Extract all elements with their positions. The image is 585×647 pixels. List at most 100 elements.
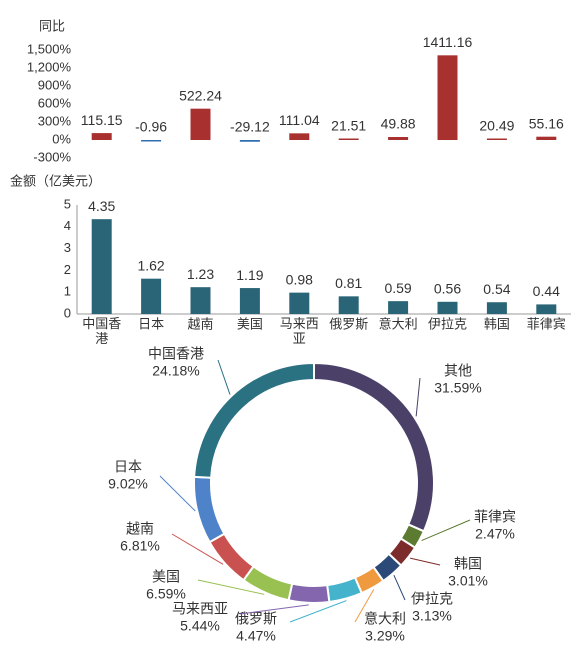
leader-line: [197, 579, 265, 595]
slice-label: 越南: [126, 521, 154, 537]
x-tick-label: 中国香港: [82, 316, 121, 346]
bar: [91, 133, 112, 140]
leader-line: [171, 533, 224, 565]
bar: [536, 304, 557, 314]
bar: [239, 288, 260, 314]
bar: [141, 278, 162, 314]
y-tick-label: 2: [64, 262, 71, 277]
bar: [486, 138, 507, 140]
y-tick-label: 300%: [38, 113, 72, 128]
y-tick-label: 1,500%: [27, 41, 72, 56]
bar: [437, 55, 458, 140]
slice-value-label: 4.47%: [236, 628, 276, 644]
slice-label: 意大利: [364, 611, 406, 627]
value-label: 0.98: [286, 271, 313, 287]
bar: [289, 133, 310, 140]
value-label: 1.23: [187, 266, 214, 282]
value-label: 4.35: [88, 198, 115, 214]
bar: [388, 137, 409, 140]
y-tick-label: -300%: [33, 149, 71, 164]
value-label: 0.81: [335, 275, 362, 291]
x-tick-label: 意大利: [379, 316, 418, 331]
donut-slice: [193, 475, 226, 544]
bar: [239, 140, 260, 142]
y-tick-label: 5: [64, 196, 71, 211]
bar: [338, 138, 359, 140]
value-label: 0.44: [533, 283, 560, 299]
leader-line: [409, 557, 441, 566]
bar: [141, 140, 162, 142]
slice-label: 美国: [152, 569, 180, 585]
slice-value-label: 24.18%: [152, 363, 199, 379]
leader-line: [393, 574, 406, 601]
slice-value-label: 6.59%: [146, 586, 186, 602]
x-tick-label: 美国: [237, 316, 263, 331]
bar: [536, 136, 557, 140]
y-axis-title: 同比: [39, 18, 65, 33]
x-tick-label: 俄罗斯: [329, 316, 368, 331]
slice-value-label: 5.44%: [180, 618, 220, 634]
y-tick-label: 0%: [52, 131, 71, 146]
leader-line: [415, 377, 421, 417]
value-label: 1411.16: [423, 34, 473, 50]
y-tick-label: 600%: [38, 95, 72, 110]
donut-slice: [193, 361, 315, 479]
value-label: 111.04: [279, 112, 320, 128]
slice-label: 日本: [114, 459, 142, 475]
slice-label: 马来西亚: [172, 601, 228, 617]
bar: [338, 296, 359, 314]
leader-line: [159, 475, 196, 512]
bar: [91, 219, 112, 314]
bar: [190, 108, 211, 140]
y-tick-label: 1,200%: [27, 59, 72, 74]
bar: [190, 287, 211, 314]
y-axis-title: 金额（亿美元）: [10, 173, 101, 188]
slice-value-label: 31.59%: [434, 380, 481, 396]
slice-label: 中国香港: [148, 346, 204, 362]
y-tick-label: 3: [64, 240, 71, 255]
value-label: 20.49: [479, 117, 514, 133]
bar: [486, 302, 507, 314]
value-label: 49.88: [381, 116, 416, 132]
donut-slice: [208, 532, 255, 582]
slice-label: 俄罗斯: [235, 611, 277, 627]
value-label: 0.54: [483, 281, 510, 297]
y-tick-label: 0: [64, 305, 71, 320]
value-label: 1.19: [236, 267, 263, 283]
slice-value-label: 2.47%: [475, 526, 515, 542]
leader-line: [239, 604, 309, 615]
donut-slice: [313, 361, 435, 533]
value-label: -29.12: [230, 119, 270, 135]
slice-value-label: 6.81%: [120, 538, 160, 554]
slice-value-label: 3.01%: [448, 573, 488, 589]
donut-slice: [326, 576, 364, 604]
value-label: 115.15: [81, 112, 123, 128]
donut-slice: [287, 582, 331, 604]
y-tick-label: 900%: [38, 77, 72, 92]
leader-line: [354, 589, 375, 623]
leader-line: [421, 519, 471, 542]
value-label: 55.16: [529, 115, 564, 131]
value-label: 0.56: [434, 280, 461, 296]
x-tick-label: 马来西亚: [280, 316, 319, 346]
slice-value-label: 3.13%: [412, 608, 452, 624]
leader-line: [289, 600, 347, 623]
slice-label: 韩国: [454, 556, 482, 572]
y-tick-label: 4: [64, 218, 71, 233]
x-tick-label: 越南: [187, 316, 213, 331]
x-tick-label: 伊拉克: [428, 316, 467, 331]
value-label: 21.51: [331, 117, 366, 133]
x-tick-label: 菲律宾: [527, 316, 566, 331]
x-tick-label: 日本: [138, 316, 164, 331]
leader-line: [217, 359, 231, 395]
slice-value-label: 9.02%: [108, 476, 148, 492]
value-label: -0.96: [135, 119, 167, 135]
bar: [289, 292, 310, 314]
value-label: 0.59: [384, 280, 411, 296]
bar: [388, 301, 409, 314]
x-tick-label: 韩国: [484, 316, 510, 331]
value-label: 522.24: [179, 87, 222, 103]
slice-label: 伊拉克: [411, 591, 453, 607]
bar: [437, 301, 458, 314]
